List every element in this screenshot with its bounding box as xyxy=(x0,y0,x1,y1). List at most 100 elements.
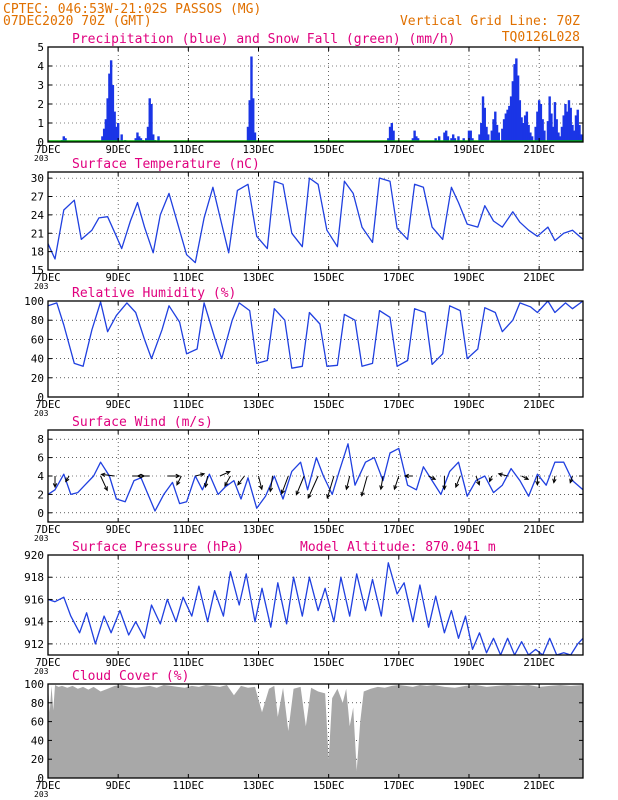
humidity-xtick-label: 13DEC xyxy=(243,399,275,411)
precip-bar xyxy=(513,64,516,142)
wind-arrowhead xyxy=(103,486,108,492)
precip-bar xyxy=(457,136,460,142)
wind-plot xyxy=(48,430,583,522)
wind-xtick-label: 7DEC xyxy=(35,524,60,536)
cloud-ytick-label: 100 xyxy=(24,678,44,691)
precip-bar xyxy=(501,128,504,142)
precip-bar xyxy=(497,132,501,142)
precip-bar xyxy=(111,85,115,142)
precip-bar xyxy=(138,136,141,142)
wind-vector xyxy=(101,473,115,477)
precip-bar xyxy=(387,138,390,142)
temperature-xtick-label: 21DEC xyxy=(523,272,555,284)
cloud-area xyxy=(48,684,583,778)
precip-ytick-label: 5 xyxy=(37,41,44,54)
precip-bar xyxy=(446,136,450,142)
humidity-xtick-label: 17DEC xyxy=(383,399,415,411)
precip-xtick-label: 7DEC xyxy=(35,144,60,156)
pressure-xtick-label: 9DEC xyxy=(106,657,131,669)
pressure-xtick-label: 19DEC xyxy=(453,657,485,669)
precip-bar xyxy=(490,130,493,142)
precip-year-fragment: 203 xyxy=(34,154,49,163)
wind-arrowhead xyxy=(455,482,460,489)
precip-xtick-label: 15DEC xyxy=(313,144,345,156)
wind-vector xyxy=(521,475,529,480)
wind-arrowhead xyxy=(476,480,481,486)
precip-bar xyxy=(580,134,583,142)
humidity-title: Relative Humidity (%) xyxy=(72,286,236,301)
wind-arrowhead xyxy=(200,472,206,477)
precip-bar xyxy=(508,105,511,142)
wind-arrowhead xyxy=(431,475,437,480)
pressure-xtick-label: 7DEC xyxy=(35,657,60,669)
precip-bar xyxy=(515,58,518,142)
temperature-xtick-label: 15DEC xyxy=(313,272,345,284)
wind-vector xyxy=(307,475,319,499)
humidity-ytick-label: 80 xyxy=(31,314,44,327)
pressure-xtick-label: 11DEC xyxy=(173,657,205,669)
wind-vector xyxy=(237,475,245,486)
precip-bar xyxy=(567,100,571,142)
humidity-plot xyxy=(48,301,583,397)
precip-bar xyxy=(467,130,471,142)
humidity-ytick-label: 100 xyxy=(24,295,44,308)
humidity-ytick-label: 20 xyxy=(31,372,44,385)
pressure-ytick-label: 918 xyxy=(24,571,44,584)
precip-bar xyxy=(506,109,509,142)
pressure-xtick-label: 15DEC xyxy=(313,657,345,669)
precip-bar xyxy=(120,134,123,142)
precip-bar xyxy=(539,104,543,142)
cloud-xtick-label: 7DEC xyxy=(35,780,60,792)
temperature-ytick-label: 21 xyxy=(31,227,44,240)
wind-vector xyxy=(224,475,231,487)
precip-bar xyxy=(537,100,541,142)
pressure-xtick-label: 17DEC xyxy=(383,657,415,669)
precip-bar xyxy=(504,113,508,142)
precip-bar xyxy=(108,73,111,142)
precip-ytick-label: 0 xyxy=(37,136,44,149)
humidity-ytick-label: 40 xyxy=(31,353,44,366)
precip-bar xyxy=(564,104,567,142)
precip-bar xyxy=(106,98,109,142)
precip-bar xyxy=(416,138,420,142)
precip-bar xyxy=(148,98,151,142)
wind-arrowhead xyxy=(524,475,530,480)
precip-bar xyxy=(525,111,529,142)
precip-bar xyxy=(139,138,143,142)
wind-arrowhead xyxy=(268,487,273,493)
precip-plot xyxy=(48,47,583,142)
wind-title: Surface Wind (m/s) xyxy=(72,415,213,430)
wind-vector xyxy=(345,475,351,490)
precip-bar xyxy=(543,130,546,142)
cloud-xtick-label: 19DEC xyxy=(453,780,485,792)
precip-ytick-label: 3 xyxy=(37,79,44,92)
precip-bar xyxy=(558,136,562,142)
cloud-xtick-label: 11DEC xyxy=(173,780,205,792)
temperature-xtick-label: 19DEC xyxy=(453,272,485,284)
precip-bar xyxy=(555,119,558,142)
precip-bar xyxy=(578,124,581,142)
wind-arrowhead xyxy=(497,472,503,477)
precip-bar xyxy=(560,126,564,142)
precip-bar xyxy=(502,119,506,142)
precip-bar xyxy=(478,134,481,142)
humidity-xtick-label: 9DEC xyxy=(106,399,131,411)
precip-bar xyxy=(571,124,574,142)
precip-xtick-label: 19DEC xyxy=(453,144,485,156)
humidity-year-fragment: 203 xyxy=(34,409,49,418)
precip-bar xyxy=(115,126,118,142)
wind-vector xyxy=(569,475,573,483)
temperature-xtick-label: 17DEC xyxy=(383,272,415,284)
precip-xtick-label: 21DEC xyxy=(523,144,555,156)
temperature-line xyxy=(48,177,583,264)
precip-bar xyxy=(534,126,537,142)
precip-bar xyxy=(566,111,569,142)
pressure-line xyxy=(48,562,583,655)
wind-arrowhead xyxy=(258,485,264,491)
precip-bar xyxy=(509,96,513,142)
wind-vector xyxy=(361,475,368,496)
precip-frame xyxy=(47,46,584,143)
cloud-frame xyxy=(47,683,584,779)
wind-arrowhead xyxy=(326,493,331,500)
